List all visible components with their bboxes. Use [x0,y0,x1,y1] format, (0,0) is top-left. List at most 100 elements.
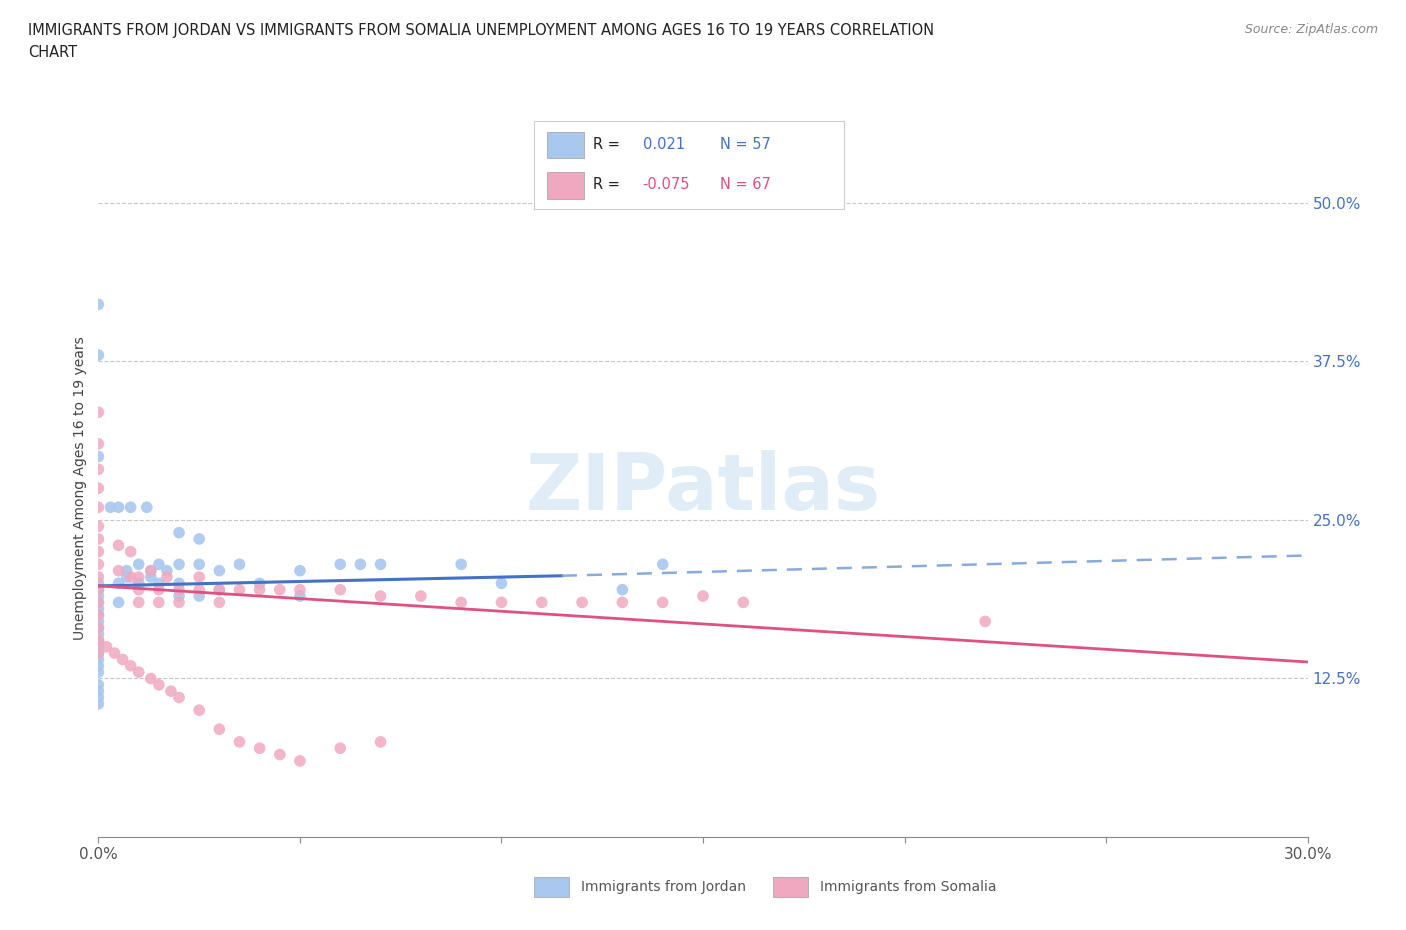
Point [167,525,190,540]
Point [87,633,110,648]
Point [148,576,170,591]
Point [107,499,129,514]
Point [87,697,110,711]
Point [249,582,271,597]
Point [87,602,110,617]
Point [571,595,593,610]
Point [100,499,122,514]
Point [651,557,673,572]
Point [188,703,211,718]
Point [87,677,110,692]
Point [167,582,190,597]
Point [87,544,110,559]
Point [228,735,250,750]
Point [87,645,110,660]
Point [87,462,110,477]
Point [87,633,110,648]
Point [128,569,150,584]
Point [96,639,118,654]
Point [530,595,553,610]
Text: N = 67: N = 67 [720,177,770,192]
Point [370,735,392,750]
Point [288,564,311,578]
Point [139,564,162,578]
Point [148,595,170,610]
Point [491,595,513,610]
Text: Immigrants from Somalia: Immigrants from Somalia [820,880,997,895]
Point [87,684,110,698]
Point [87,557,110,572]
Point [139,564,162,578]
Point [156,569,179,584]
Point [87,481,110,496]
Point [87,595,110,610]
Text: R =: R = [593,177,620,192]
Point [87,582,110,597]
Point [107,595,129,610]
Point [651,595,673,610]
Point [115,569,138,584]
Point [188,582,211,597]
Text: 0.021: 0.021 [643,138,685,153]
Text: IMMIGRANTS FROM JORDAN VS IMMIGRANTS FROM SOMALIA UNEMPLOYMENT AMONG AGES 16 TO : IMMIGRANTS FROM JORDAN VS IMMIGRANTS FRO… [28,23,934,38]
Point [160,684,183,698]
Point [87,582,110,597]
Point [208,582,231,597]
Point [87,607,110,622]
Point [120,544,142,559]
Point [148,677,170,692]
Point [269,747,291,762]
Point [139,569,162,584]
Point [120,499,142,514]
Point [87,405,110,419]
Point [87,620,110,635]
Point [329,741,352,756]
Point [87,499,110,514]
Point [87,595,110,610]
Point [370,589,392,604]
Point [120,658,142,673]
Point [87,589,110,604]
Point [111,652,134,667]
Point [87,658,110,673]
Point [128,595,150,610]
Point [329,582,352,597]
Point [188,557,211,572]
Point [228,557,250,572]
Point [139,671,162,686]
Point [228,582,250,597]
Point [135,499,157,514]
Text: -0.075: -0.075 [643,177,690,192]
Point [269,582,291,597]
Point [167,690,190,705]
Point [87,569,110,584]
Point [107,538,129,552]
Text: ZIPatlas: ZIPatlas [526,450,880,526]
Point [87,652,110,667]
Point [87,532,110,547]
Text: Immigrants from Jordan: Immigrants from Jordan [581,880,745,895]
Point [87,519,110,534]
Point [409,589,432,604]
Point [103,645,125,660]
Point [188,532,211,547]
Point [128,582,150,597]
Text: Source: ZipAtlas.com: Source: ZipAtlas.com [1244,23,1378,36]
Y-axis label: Unemployment Among Ages 16 to 19 years: Unemployment Among Ages 16 to 19 years [73,337,87,640]
Point [188,589,211,604]
Point [208,722,231,737]
Point [167,576,190,591]
Point [188,569,211,584]
Point [128,557,150,572]
Point [167,589,190,604]
Point [733,595,755,610]
Point [208,564,231,578]
Point [329,557,352,572]
Text: CHART: CHART [28,45,77,60]
Point [249,576,271,591]
Point [128,576,150,591]
Point [156,564,179,578]
Point [491,576,513,591]
Point [167,557,190,572]
Point [288,582,311,597]
